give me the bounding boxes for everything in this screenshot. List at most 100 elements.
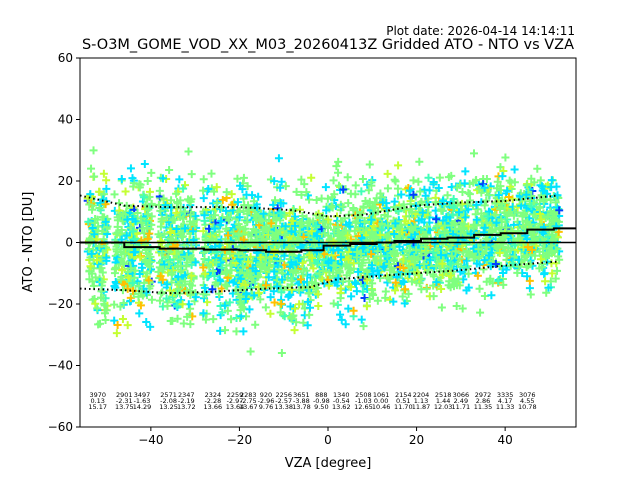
- data-point: [297, 175, 306, 184]
- data-point: [533, 164, 542, 173]
- data-point: [417, 275, 426, 284]
- data-point: [210, 272, 219, 281]
- data-point: [222, 268, 231, 277]
- data-point: [513, 268, 522, 277]
- data-point: [262, 281, 271, 290]
- data-point: [440, 228, 449, 237]
- data-point: [442, 213, 451, 222]
- data-point: [447, 252, 456, 261]
- bin-mean: -2.97: [227, 397, 244, 405]
- data-point: [241, 224, 250, 233]
- data-point: [482, 277, 491, 286]
- data-point: [175, 175, 184, 184]
- data-point: [382, 204, 391, 213]
- data-point: [429, 292, 438, 301]
- data-point: [143, 176, 152, 185]
- data-point: [95, 187, 104, 196]
- data-point: [522, 251, 531, 260]
- data-point: [376, 189, 385, 198]
- data-point: [530, 178, 539, 187]
- data-point: [162, 280, 171, 289]
- data-point: [216, 221, 225, 230]
- data-point: [207, 169, 216, 178]
- bin-std: 15.17: [88, 403, 107, 411]
- data-point: [110, 190, 119, 199]
- data-point: [250, 291, 259, 300]
- data-point: [246, 347, 255, 356]
- data-point: [274, 154, 283, 163]
- data-point: [446, 259, 455, 268]
- data-point: [437, 284, 446, 293]
- data-point: [223, 306, 232, 315]
- data-point: [90, 172, 99, 181]
- bin-count: 2901: [116, 391, 133, 399]
- data-point: [417, 251, 426, 260]
- data-point: [357, 209, 366, 218]
- data-point: [491, 220, 500, 229]
- x-tick-label: 20: [409, 433, 424, 447]
- data-point: [123, 321, 132, 330]
- data-point: [96, 293, 105, 302]
- data-point: [204, 185, 213, 194]
- data-point: [266, 293, 275, 302]
- data-point: [391, 177, 400, 186]
- data-point: [314, 290, 323, 299]
- data-point: [239, 173, 248, 182]
- data-point: [434, 183, 443, 192]
- data-point: [143, 269, 152, 278]
- data-point: [542, 288, 551, 297]
- data-point: [290, 212, 299, 221]
- y-tick-label: −40: [48, 359, 73, 373]
- data-point: [291, 304, 300, 313]
- data-point: [456, 267, 465, 276]
- data-point: [159, 194, 168, 203]
- data-point: [344, 255, 353, 264]
- data-point: [313, 259, 322, 268]
- data-point: [522, 190, 531, 199]
- data-point: [187, 170, 196, 179]
- data-point: [338, 202, 347, 211]
- data-point: [181, 224, 190, 233]
- data-point: [329, 268, 338, 277]
- data-point: [287, 314, 296, 323]
- data-point: [304, 297, 313, 306]
- data-point: [518, 211, 527, 220]
- data-point: [314, 301, 323, 310]
- data-point: [378, 198, 387, 207]
- data-point: [270, 267, 279, 276]
- data-point: [472, 200, 481, 209]
- data-point: [495, 248, 504, 257]
- data-point: [172, 189, 181, 198]
- data-point: [128, 279, 137, 288]
- data-point: [236, 306, 245, 315]
- bin-std: 9.50: [314, 403, 328, 411]
- data-point: [112, 329, 121, 338]
- bin-count: 3076: [519, 391, 536, 399]
- data-point: [110, 316, 119, 325]
- data-point: [146, 257, 155, 266]
- data-point: [243, 218, 252, 227]
- data-point: [130, 273, 139, 282]
- data-point: [199, 175, 208, 184]
- data-point: [324, 281, 333, 290]
- data-point: [369, 222, 378, 231]
- data-point: [292, 187, 301, 196]
- data-point: [498, 172, 507, 181]
- data-point: [131, 266, 140, 275]
- x-tick-label: 40: [498, 433, 513, 447]
- data-point: [281, 182, 290, 191]
- data-point: [199, 186, 208, 195]
- data-point: [456, 229, 465, 238]
- data-point: [303, 321, 312, 330]
- data-point: [360, 293, 369, 302]
- data-point: [407, 207, 416, 216]
- data-point: [189, 227, 198, 236]
- data-point: [87, 249, 96, 258]
- data-point: [297, 190, 306, 199]
- data-point: [141, 256, 150, 265]
- data-point: [225, 249, 234, 258]
- data-point: [223, 213, 232, 222]
- data-point: [116, 302, 125, 311]
- data-point: [211, 211, 220, 220]
- data-point: [404, 289, 413, 298]
